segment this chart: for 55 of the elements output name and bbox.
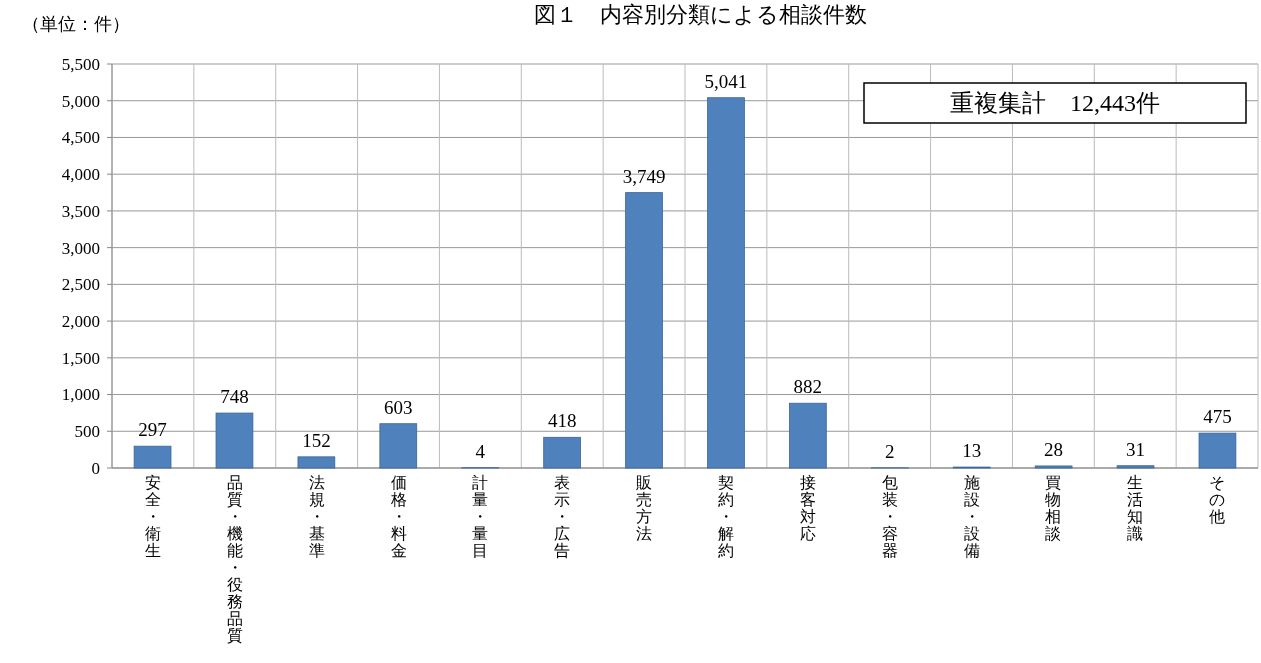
data-label: 152 <box>302 429 331 451</box>
data-label: 28 <box>1044 438 1064 460</box>
y-tick-label: 500 <box>74 422 100 442</box>
bar <box>379 423 418 469</box>
data-label: 297 <box>138 419 167 441</box>
x-tick-label: 包装・容器 <box>881 474 898 559</box>
x-tick-label: 表示・広告 <box>554 474 571 559</box>
text: （単位：件） <box>22 14 130 34</box>
bar <box>789 402 827 469</box>
bar <box>1034 465 1073 469</box>
bar <box>1198 432 1237 469</box>
x-tick-label: 買物相談 <box>1045 474 1062 542</box>
x-tick-label: 安全・衛生 <box>144 474 161 559</box>
x-tick-label: 契約・解約 <box>717 474 734 559</box>
bar <box>543 436 581 469</box>
data-label: 5,041 <box>704 70 748 92</box>
bar <box>133 445 172 469</box>
data-label: 418 <box>547 410 577 432</box>
y-tick-label: 0 <box>91 458 100 478</box>
y-tick-label: 3,000 <box>61 238 100 258</box>
y-tick-label: 3,500 <box>61 201 100 221</box>
y-tick-label: 2,500 <box>61 275 100 295</box>
data-label: 882 <box>793 376 823 398</box>
bar <box>297 456 336 469</box>
data-label: 475 <box>1203 406 1232 428</box>
data-label: 748 <box>220 386 249 408</box>
y-tick-label: 4,000 <box>61 165 100 185</box>
y-tick-label: 5,000 <box>61 91 100 111</box>
category-label: 品質・機能・役務品質 <box>226 474 243 644</box>
y-tick-label: 1,000 <box>61 385 100 405</box>
text-box: 重複集計 12,443件 <box>863 82 1247 124</box>
bar <box>625 192 663 469</box>
bar <box>215 412 254 469</box>
x-tick-label: その他 <box>1209 474 1226 525</box>
data-label: 31 <box>1126 438 1146 460</box>
x-tick-label: 接客対応 <box>799 474 816 542</box>
x-tick-label: 法規・基準 <box>308 474 325 559</box>
data-label: 2 <box>885 440 895 462</box>
x-tick-label: 価格・料金 <box>389 474 407 559</box>
data-label: 13 <box>962 440 982 462</box>
bar <box>1116 465 1155 469</box>
bar <box>707 97 745 469</box>
y-tick-label: 2,000 <box>61 312 100 332</box>
data-label: 4 <box>475 440 486 462</box>
x-tick-label: 施設・設備 <box>963 474 980 559</box>
y-tick-label: 1,500 <box>61 348 100 368</box>
y-tick-label: 5,500 <box>61 54 100 74</box>
x-tick-label: 生活知識 <box>1127 474 1144 542</box>
x-tick-label: 販売方法 <box>636 474 653 542</box>
data-label: 3,749 <box>622 165 666 187</box>
data-label: 603 <box>384 396 413 418</box>
x-tick-label: 計量・量目 <box>472 474 489 559</box>
chart-title: 図１ 内容別分類による相談件数 <box>533 2 867 27</box>
y-tick-label: 4,500 <box>61 128 100 148</box>
annotation: 重複集計 12,443件 <box>950 90 1160 117</box>
